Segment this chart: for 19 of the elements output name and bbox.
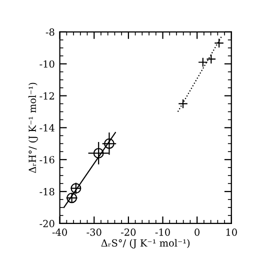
x-tick-label: -40 — [52, 228, 67, 236]
x-tick-label: 10 — [226, 228, 237, 236]
y-axis-title: ΔᵣH°/ (J K⁻¹ mol⁻¹) — [28, 82, 38, 173]
x-tick-label: 0 — [194, 228, 200, 236]
point — [206, 54, 216, 64]
y-tick-label: -18 — [40, 188, 54, 196]
x-axis-title: ΔᵣS°/ (J K⁻¹ mol⁻¹) — [101, 239, 190, 249]
y-tick-label: -10 — [40, 60, 54, 68]
y-tick-label: -16 — [40, 156, 54, 164]
y-tick-label: -12 — [40, 92, 54, 100]
y-tick-label: -20 — [40, 220, 54, 228]
x-tick-label: -30 — [86, 228, 102, 236]
x-tick-label: -20 — [121, 228, 136, 236]
point — [214, 38, 224, 48]
x-tick-label: -10 — [155, 228, 170, 236]
point — [198, 57, 208, 68]
y-tick-label: -8 — [46, 28, 54, 36]
point — [178, 98, 188, 109]
y-tick-label: -14 — [40, 124, 54, 132]
